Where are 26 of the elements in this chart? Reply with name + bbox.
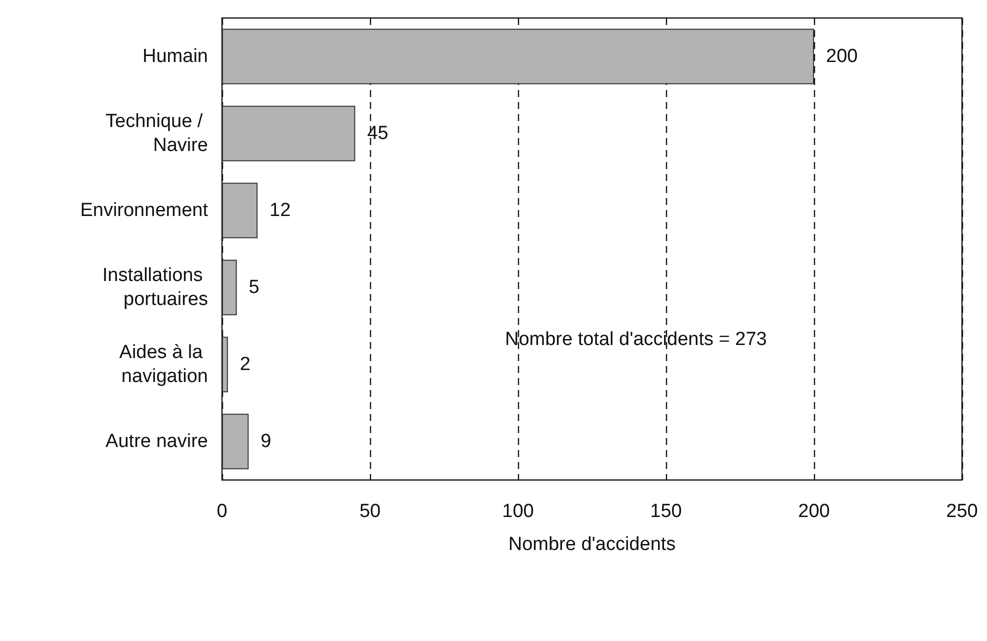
bar [222,336,228,392]
bar [222,260,237,316]
data-label: 12 [270,200,291,221]
y-tick-label: Environnement [80,200,209,221]
annotation: Nombre total d'accidents = 273 [505,329,767,350]
x-tick-label: 0 [216,501,228,522]
data-label: 200 [826,46,858,67]
x-tick-label: 50 [359,501,381,522]
data-label: 9 [260,431,272,452]
y-tick-label: Autre navire [106,431,208,452]
bar [222,182,258,238]
data-label: 5 [248,277,260,298]
bar [222,106,356,162]
y-tick-label: Technique / Navire [106,111,208,156]
x-tick-label: 250 [946,501,978,522]
x-tick-label: 150 [650,501,682,522]
y-tick-label: Aides à la navigation [119,342,208,387]
x-axis-title: Nombre d'accidents [508,534,676,555]
bar [222,414,249,470]
y-tick-label: Installations portuaires [102,265,208,310]
data-label: 45 [367,123,388,144]
y-tick-label: Humain [142,46,208,67]
x-tick-label: 100 [502,501,534,522]
x-tick-label: 200 [798,501,830,522]
data-label: 2 [240,354,250,375]
bar [222,28,814,84]
